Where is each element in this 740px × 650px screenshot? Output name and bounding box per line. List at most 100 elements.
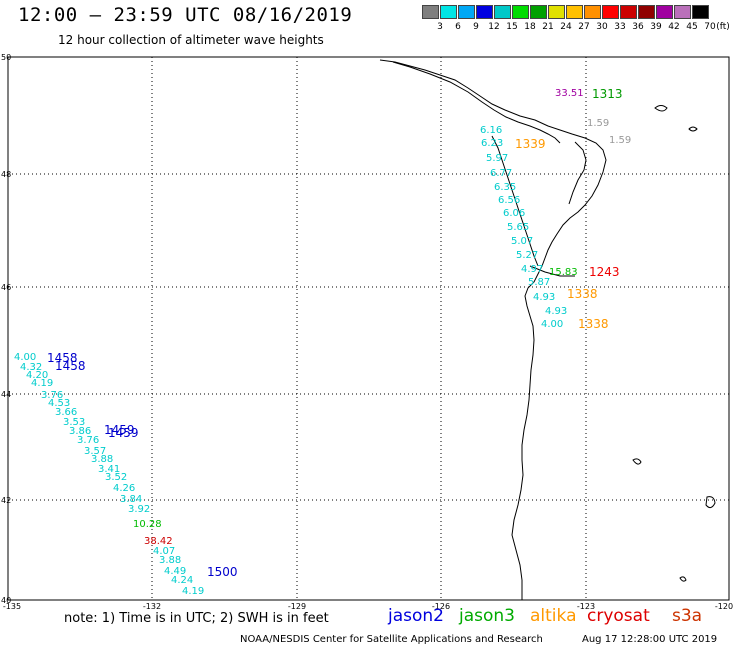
generation-timestamp: Aug 17 12:28:00 UTC 2019: [582, 634, 718, 645]
legend-swatch: [674, 5, 691, 19]
wave-height-label: 3.66: [55, 407, 77, 418]
legend-swatch: [620, 5, 637, 19]
wave-height-label: 33.51: [555, 88, 584, 99]
pass-time-label: 1500: [207, 565, 238, 579]
wave-height-label: 6.06: [503, 208, 525, 219]
wave-height-label: 5.97: [486, 153, 508, 164]
legend-label: 15: [506, 22, 518, 32]
graticule-labels: -135 -132 -129 -126 -123 -120 50 48 46 44 42 40: [1, 53, 733, 611]
wave-height-label: 5.87: [528, 277, 550, 288]
longitude-tick-label: -120: [715, 602, 733, 611]
chart-title: 12:00 – 23:59 UTC 08/16/2019: [18, 4, 353, 26]
legend-unit: (ft): [716, 22, 730, 32]
graticule: [8, 57, 729, 600]
wave-height-label: 3.41: [98, 464, 120, 475]
columbia-river: [529, 265, 575, 277]
wave-height-label: 6.23: [481, 138, 503, 149]
wave-height-label: 3.88: [159, 555, 181, 566]
puget-sound: [568, 141, 587, 205]
chart-subtitle: 12 hour collection of altimeter wave hei…: [58, 33, 324, 47]
latitude-tick-label: 50: [1, 53, 11, 62]
wave-height-label: 3.76: [77, 435, 99, 446]
wave-height-label: 4.53: [48, 398, 70, 409]
satellite-legend-item: jason2: [388, 606, 444, 626]
legend-swatch: [584, 5, 601, 19]
island: [688, 126, 698, 132]
wave-height-label: 4.00: [14, 352, 36, 363]
legend-swatch: [476, 5, 493, 19]
legend-swatch: [458, 5, 475, 19]
legend-swatch: [440, 5, 457, 19]
wave-height-label: 6.35: [494, 182, 516, 193]
latitude-tick-label: 44: [1, 390, 11, 399]
pass-time-label: 1313: [592, 87, 623, 101]
island: [632, 458, 642, 465]
wave-height-label: 4.07: [153, 546, 175, 557]
pass-time-label: 1459: [104, 423, 135, 437]
wave-height-label: 4.97: [521, 264, 543, 275]
wave-height-label: 3.88: [91, 454, 113, 465]
legend-label: 12: [488, 22, 500, 32]
pass-time-label: 1339: [515, 137, 546, 151]
legend-label: 30: [596, 22, 608, 32]
latitude-tick-label: 40: [1, 596, 11, 605]
footer-note: note: 1) Time is in UTC; 2) SWH is in fe…: [64, 611, 329, 626]
pass-time-label: 1458: [47, 351, 78, 365]
coastline-olympic-peninsula: [491, 135, 539, 267]
longitude-tick-label: -132: [143, 602, 161, 611]
latitude-tick-label: 42: [1, 496, 11, 505]
legend-label: 9: [473, 22, 479, 32]
coastline-vancouver-island: [392, 61, 561, 144]
pass-time-label: 1458: [55, 359, 86, 373]
island: [679, 576, 687, 582]
legend-swatch: [638, 5, 655, 19]
legend-label: 6: [455, 22, 461, 32]
map-frame: [7, 56, 730, 601]
wave-height-label: 3.92: [128, 504, 150, 515]
legend-swatch: [566, 5, 583, 19]
wave-height-label: 10.28: [133, 519, 162, 530]
wave-height-label: 4.49: [164, 566, 186, 577]
island: [654, 105, 668, 112]
pass-time-label: 1338: [567, 287, 598, 301]
wave-height-label: 4.93: [533, 292, 555, 303]
wave-height-label: 4.00: [541, 319, 563, 330]
legend-label: 24: [560, 22, 572, 32]
legend-label: 3: [437, 22, 443, 32]
wave-height-label: 6.16: [480, 125, 502, 136]
credit-line: NOAA/NESDIS Center for Satellite Applica…: [240, 634, 543, 645]
wave-height-label: 4.19: [182, 586, 204, 597]
wave-height-label: 4.32: [20, 362, 42, 373]
legend-label: 18: [524, 22, 536, 32]
wave-height-label: 3.84: [120, 494, 142, 505]
satellite-legend-item: jason3: [459, 606, 515, 626]
wave-height-label: 5.27: [516, 250, 538, 261]
legend-label: 70: [704, 22, 716, 32]
wave-height-label: 3.76: [41, 390, 63, 401]
legend-label: 39: [650, 22, 662, 32]
legend-label: 33: [614, 22, 626, 32]
wave-height-label: 3.53: [63, 417, 85, 428]
wave-height-label: 4.24: [171, 575, 193, 586]
coastline-mainland: [379, 59, 607, 600]
wave-height-label: 6.77: [490, 168, 512, 179]
wave-height-label: 3.52: [105, 472, 127, 483]
coastline: [379, 59, 607, 600]
legend-label: 42: [668, 22, 680, 32]
legend-swatch: [512, 5, 529, 19]
longitude-tick-label: -126: [432, 602, 450, 611]
wave-height-label: 1.59: [587, 118, 609, 129]
satellite-legend-item: cryosat: [587, 606, 650, 626]
wave-height-label: 4.19: [31, 378, 53, 389]
legend-swatch: [692, 5, 709, 19]
legend-swatch: [602, 5, 619, 19]
legend-swatch: [530, 5, 547, 19]
wave-height-label: 3.57: [84, 446, 106, 457]
wave-height-label: 15.83: [549, 267, 578, 278]
wave-height-label: 4.20: [26, 370, 48, 381]
wave-height-label: 1.59: [609, 135, 631, 146]
legend-label: 36: [632, 22, 644, 32]
wave-height-observations: 6.16 6.23 5.97 6.77 6.35 6.56 6.06 5.65 5.07 5.27…: [14, 88, 631, 597]
